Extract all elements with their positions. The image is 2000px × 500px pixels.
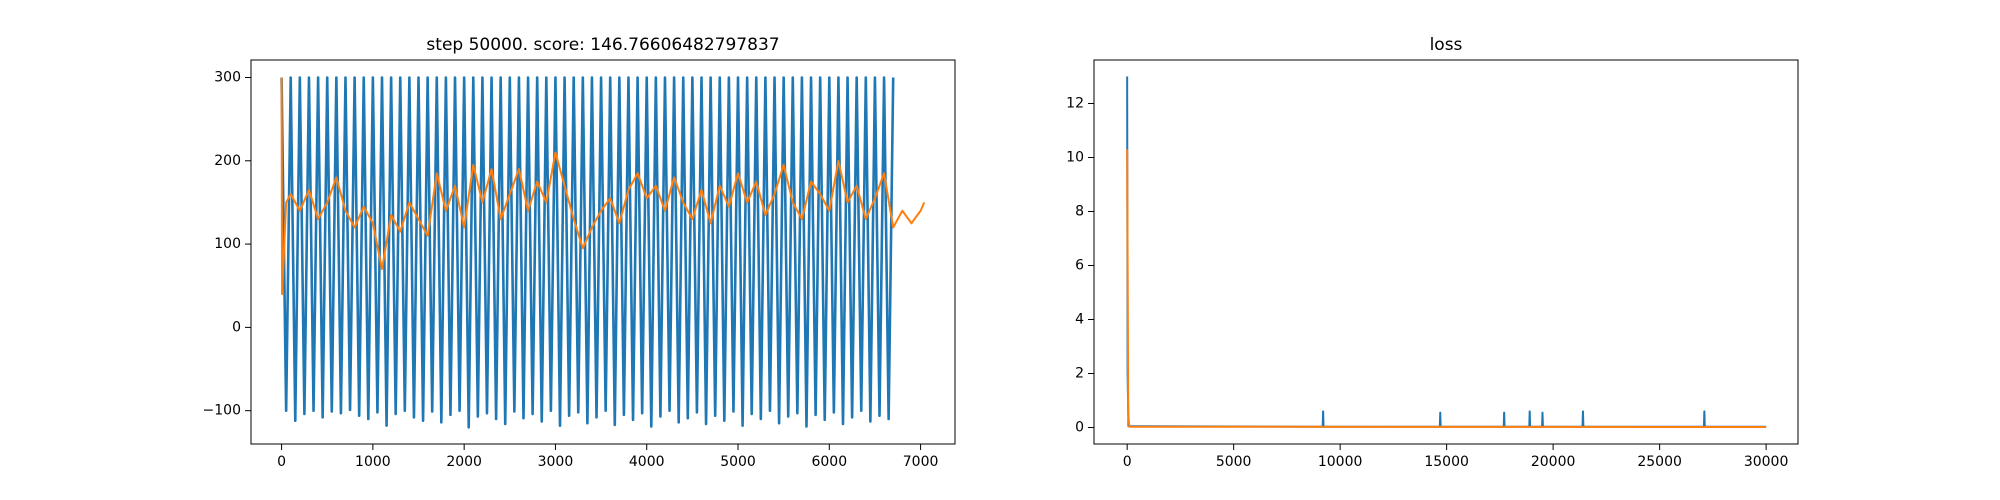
x-tick-label: 0 (1123, 454, 1132, 470)
y-tick-label: 100 (214, 236, 241, 252)
y-tick-label: 8 (1075, 203, 1084, 219)
x-tick-label: 5000 (1216, 454, 1252, 470)
x-tick-label: 1000 (355, 454, 391, 470)
x-tick-label: 7000 (903, 454, 939, 470)
chart-title: loss (1430, 35, 1463, 55)
y-tick-label: 2 (1075, 366, 1084, 382)
axes-frame (250, 59, 956, 445)
x-tick-label: 3000 (538, 454, 574, 470)
y-tick-label: 0 (232, 319, 241, 335)
x-tick-label: 5000 (720, 454, 756, 470)
y-tick-label: −100 (203, 403, 241, 419)
x-tick-label: 0 (277, 454, 286, 470)
y-tick-label: 6 (1075, 258, 1084, 274)
data-line (1126, 76, 1767, 428)
data-line (1126, 149, 1767, 428)
data-line (280, 77, 926, 296)
y-tick-label: 300 (214, 69, 241, 85)
x-tick-label: 10000 (1318, 454, 1363, 470)
y-tick-label: 200 (214, 153, 241, 169)
x-tick-label: 25000 (1637, 454, 1682, 470)
y-tick-label: 4 (1075, 312, 1084, 328)
y-tick-label: 10 (1066, 149, 1084, 165)
x-tick-label: 30000 (1744, 454, 1789, 470)
y-tick-label: 0 (1075, 420, 1084, 436)
x-tick-label: 6000 (811, 454, 847, 470)
x-tick-label: 20000 (1531, 454, 1576, 470)
chart-title: step 50000. score: 146.76606482797837 (426, 35, 779, 55)
axes-frame (1093, 59, 1799, 445)
y-tick-label: 12 (1066, 95, 1084, 111)
x-tick-label: 15000 (1424, 454, 1469, 470)
data-line (280, 76, 895, 429)
x-tick-label: 4000 (629, 454, 665, 470)
x-tick-label: 2000 (446, 454, 482, 470)
